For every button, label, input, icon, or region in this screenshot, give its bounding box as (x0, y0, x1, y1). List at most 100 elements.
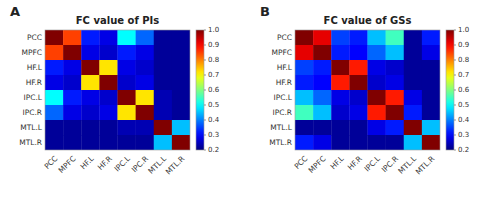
y-tick-label: PCC (27, 33, 42, 42)
heatmap-cell (331, 90, 349, 105)
colorbar-tick (454, 30, 456, 31)
colorbar-tick-label: 0.2 (208, 146, 219, 154)
colorbar-tick (204, 120, 206, 121)
heatmap-cell (81, 90, 99, 105)
heatmap-cell (154, 90, 172, 105)
heatmap-panel: AFC value of PIsPCCMPFCHF.LHF.RIPC.LIPC.… (10, 4, 220, 177)
heatmap-cell (45, 120, 63, 135)
heatmap-cell (172, 105, 190, 120)
heatmap-cell (422, 30, 440, 45)
heatmap-cell (295, 105, 313, 120)
y-tick-label: IPC.R (272, 108, 292, 117)
colorbar-tick (204, 30, 206, 31)
colorbar-tick-label: 0.9 (458, 41, 469, 49)
heatmap-cell (99, 60, 117, 75)
heatmap-cell (172, 90, 190, 105)
heatmap-cell (63, 30, 81, 45)
heatmap-cell (404, 30, 422, 45)
heatmap-cell (422, 135, 440, 150)
heatmap-cell (81, 60, 99, 75)
heatmap-cell (404, 75, 422, 90)
heatmap-cell (45, 75, 63, 90)
heatmap-cell (368, 30, 386, 45)
heatmap-cell (136, 45, 154, 60)
heatmap-cell (118, 105, 136, 120)
heatmap-cell (154, 45, 172, 60)
heatmap-cell (386, 60, 404, 75)
y-tick-label: IPC.L (23, 93, 42, 102)
heatmap-cell (172, 45, 190, 60)
heatmap-cell (118, 30, 136, 45)
colorbar-tick (204, 60, 206, 61)
heatmap-cell (172, 120, 190, 135)
heatmap-cell (331, 120, 349, 135)
colorbar-tick-label: 1.0 (458, 26, 469, 34)
heatmap-cell (331, 75, 349, 90)
heatmap-cell (331, 30, 349, 45)
x-tick-label: MPFC (57, 154, 78, 175)
heatmap-cell (349, 105, 367, 120)
colorbar-tick (204, 150, 206, 151)
colorbar-tick (454, 150, 456, 151)
heatmap-cell (172, 30, 190, 45)
colorbar-tick (204, 45, 206, 46)
heatmap-cell (99, 30, 117, 45)
heatmap-cell (63, 75, 81, 90)
colorbar-tick-label: 0.3 (208, 131, 219, 139)
heatmap-cell (81, 135, 99, 150)
heatmap-cell (118, 60, 136, 75)
heatmap-cell (313, 120, 331, 135)
colorbar-tick-label: 0.6 (458, 86, 470, 94)
heatmap-cell (45, 135, 63, 150)
heatmap-cell (349, 30, 367, 45)
heatmap-cell (99, 75, 117, 90)
colorbar-tick (204, 135, 206, 136)
heatmap-cell (313, 30, 331, 45)
heatmap-cell (368, 75, 386, 90)
heatmap-cell (422, 60, 440, 75)
panel-label: A (10, 4, 20, 19)
heatmap-cell (404, 105, 422, 120)
colorbar (446, 30, 454, 150)
colorbar-tick-label: 0.4 (208, 116, 220, 124)
heatmap-cell (45, 30, 63, 45)
heatmap-cell (295, 75, 313, 90)
y-tick-label: IPC.R (22, 108, 42, 117)
heatmap-cell (118, 90, 136, 105)
heatmap-cell (136, 135, 154, 150)
heatmap-cell (368, 45, 386, 60)
heatmap-cell (386, 120, 404, 135)
heatmap-cell (81, 30, 99, 45)
x-tick-label: IPC.L (112, 153, 132, 173)
colorbar-tick-label: 0.9 (208, 41, 219, 49)
colorbar-tick (454, 105, 456, 106)
heatmap-cell (99, 120, 117, 135)
colorbar-tick (204, 75, 206, 76)
title: FC value of GSs (324, 15, 412, 26)
colorbar-tick-label: 0.4 (458, 116, 470, 124)
heatmap-cell (99, 90, 117, 105)
colorbar-tick (454, 75, 456, 76)
heatmap-cell (313, 60, 331, 75)
heatmap-cell (63, 120, 81, 135)
heatmap-cell (422, 45, 440, 60)
heatmap-cell (331, 45, 349, 60)
y-tick-label: MTL.L (20, 123, 43, 132)
heatmap-cell (118, 75, 136, 90)
heatmap-cell (63, 105, 81, 120)
x-tick-label: MTL.R (164, 154, 187, 177)
heatmap-cell (172, 60, 190, 75)
heatmap-cell (331, 105, 349, 120)
y-tick-label: HF.R (276, 78, 292, 87)
heatmap-cell (313, 75, 331, 90)
heatmap-cell (331, 60, 349, 75)
heatmap-cell (118, 45, 136, 60)
heatmap-cell (349, 120, 367, 135)
colorbar-tick-label: 0.3 (458, 131, 469, 139)
heatmap-cell (386, 75, 404, 90)
heatmap-cell (404, 90, 422, 105)
heatmap-cell (118, 135, 136, 150)
heatmap-cell (349, 45, 367, 60)
chart-root: AFC value of PIsPCCMPFCHF.LHF.RIPC.LIPC.… (0, 0, 500, 199)
heatmap-cell (404, 60, 422, 75)
